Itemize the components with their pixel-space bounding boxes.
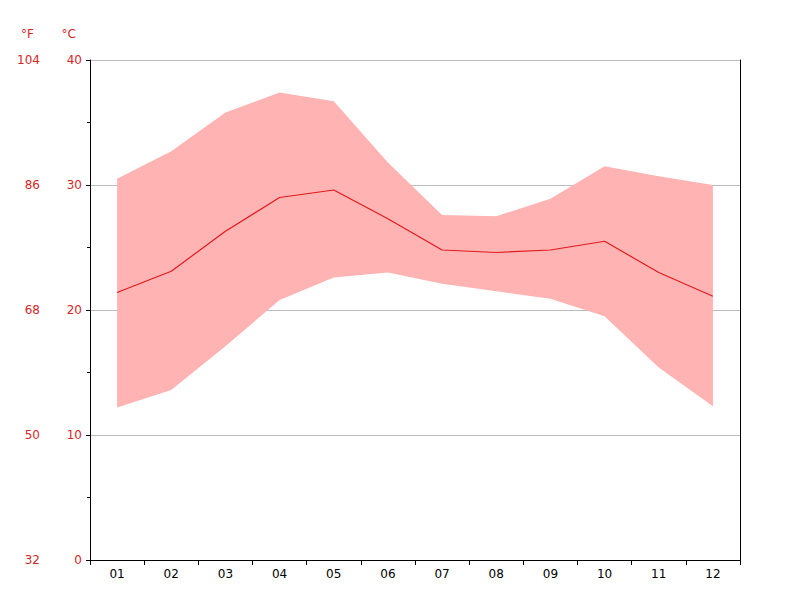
svg-text:09: 09: [543, 567, 558, 581]
svg-text:30: 30: [67, 178, 82, 192]
svg-text:07: 07: [434, 567, 449, 581]
svg-text:06: 06: [380, 567, 395, 581]
svg-text:86: 86: [25, 178, 40, 192]
svg-text:0: 0: [74, 553, 82, 567]
svg-text:05: 05: [326, 567, 341, 581]
svg-text:50: 50: [25, 428, 40, 442]
svg-text:02: 02: [164, 567, 179, 581]
svg-text:08: 08: [489, 567, 504, 581]
svg-text:12: 12: [705, 567, 720, 581]
svg-text:01: 01: [109, 567, 124, 581]
svg-text:68: 68: [25, 303, 40, 317]
svg-text:°F: °F: [21, 27, 34, 41]
svg-text:11: 11: [651, 567, 666, 581]
svg-text:°C: °C: [62, 27, 76, 41]
svg-text:104: 104: [17, 53, 40, 67]
svg-text:10: 10: [597, 567, 612, 581]
svg-text:32: 32: [25, 553, 40, 567]
svg-text:10: 10: [67, 428, 82, 442]
svg-text:03: 03: [218, 567, 233, 581]
svg-text:40: 40: [67, 53, 82, 67]
svg-text:04: 04: [272, 567, 287, 581]
svg-text:20: 20: [67, 303, 82, 317]
